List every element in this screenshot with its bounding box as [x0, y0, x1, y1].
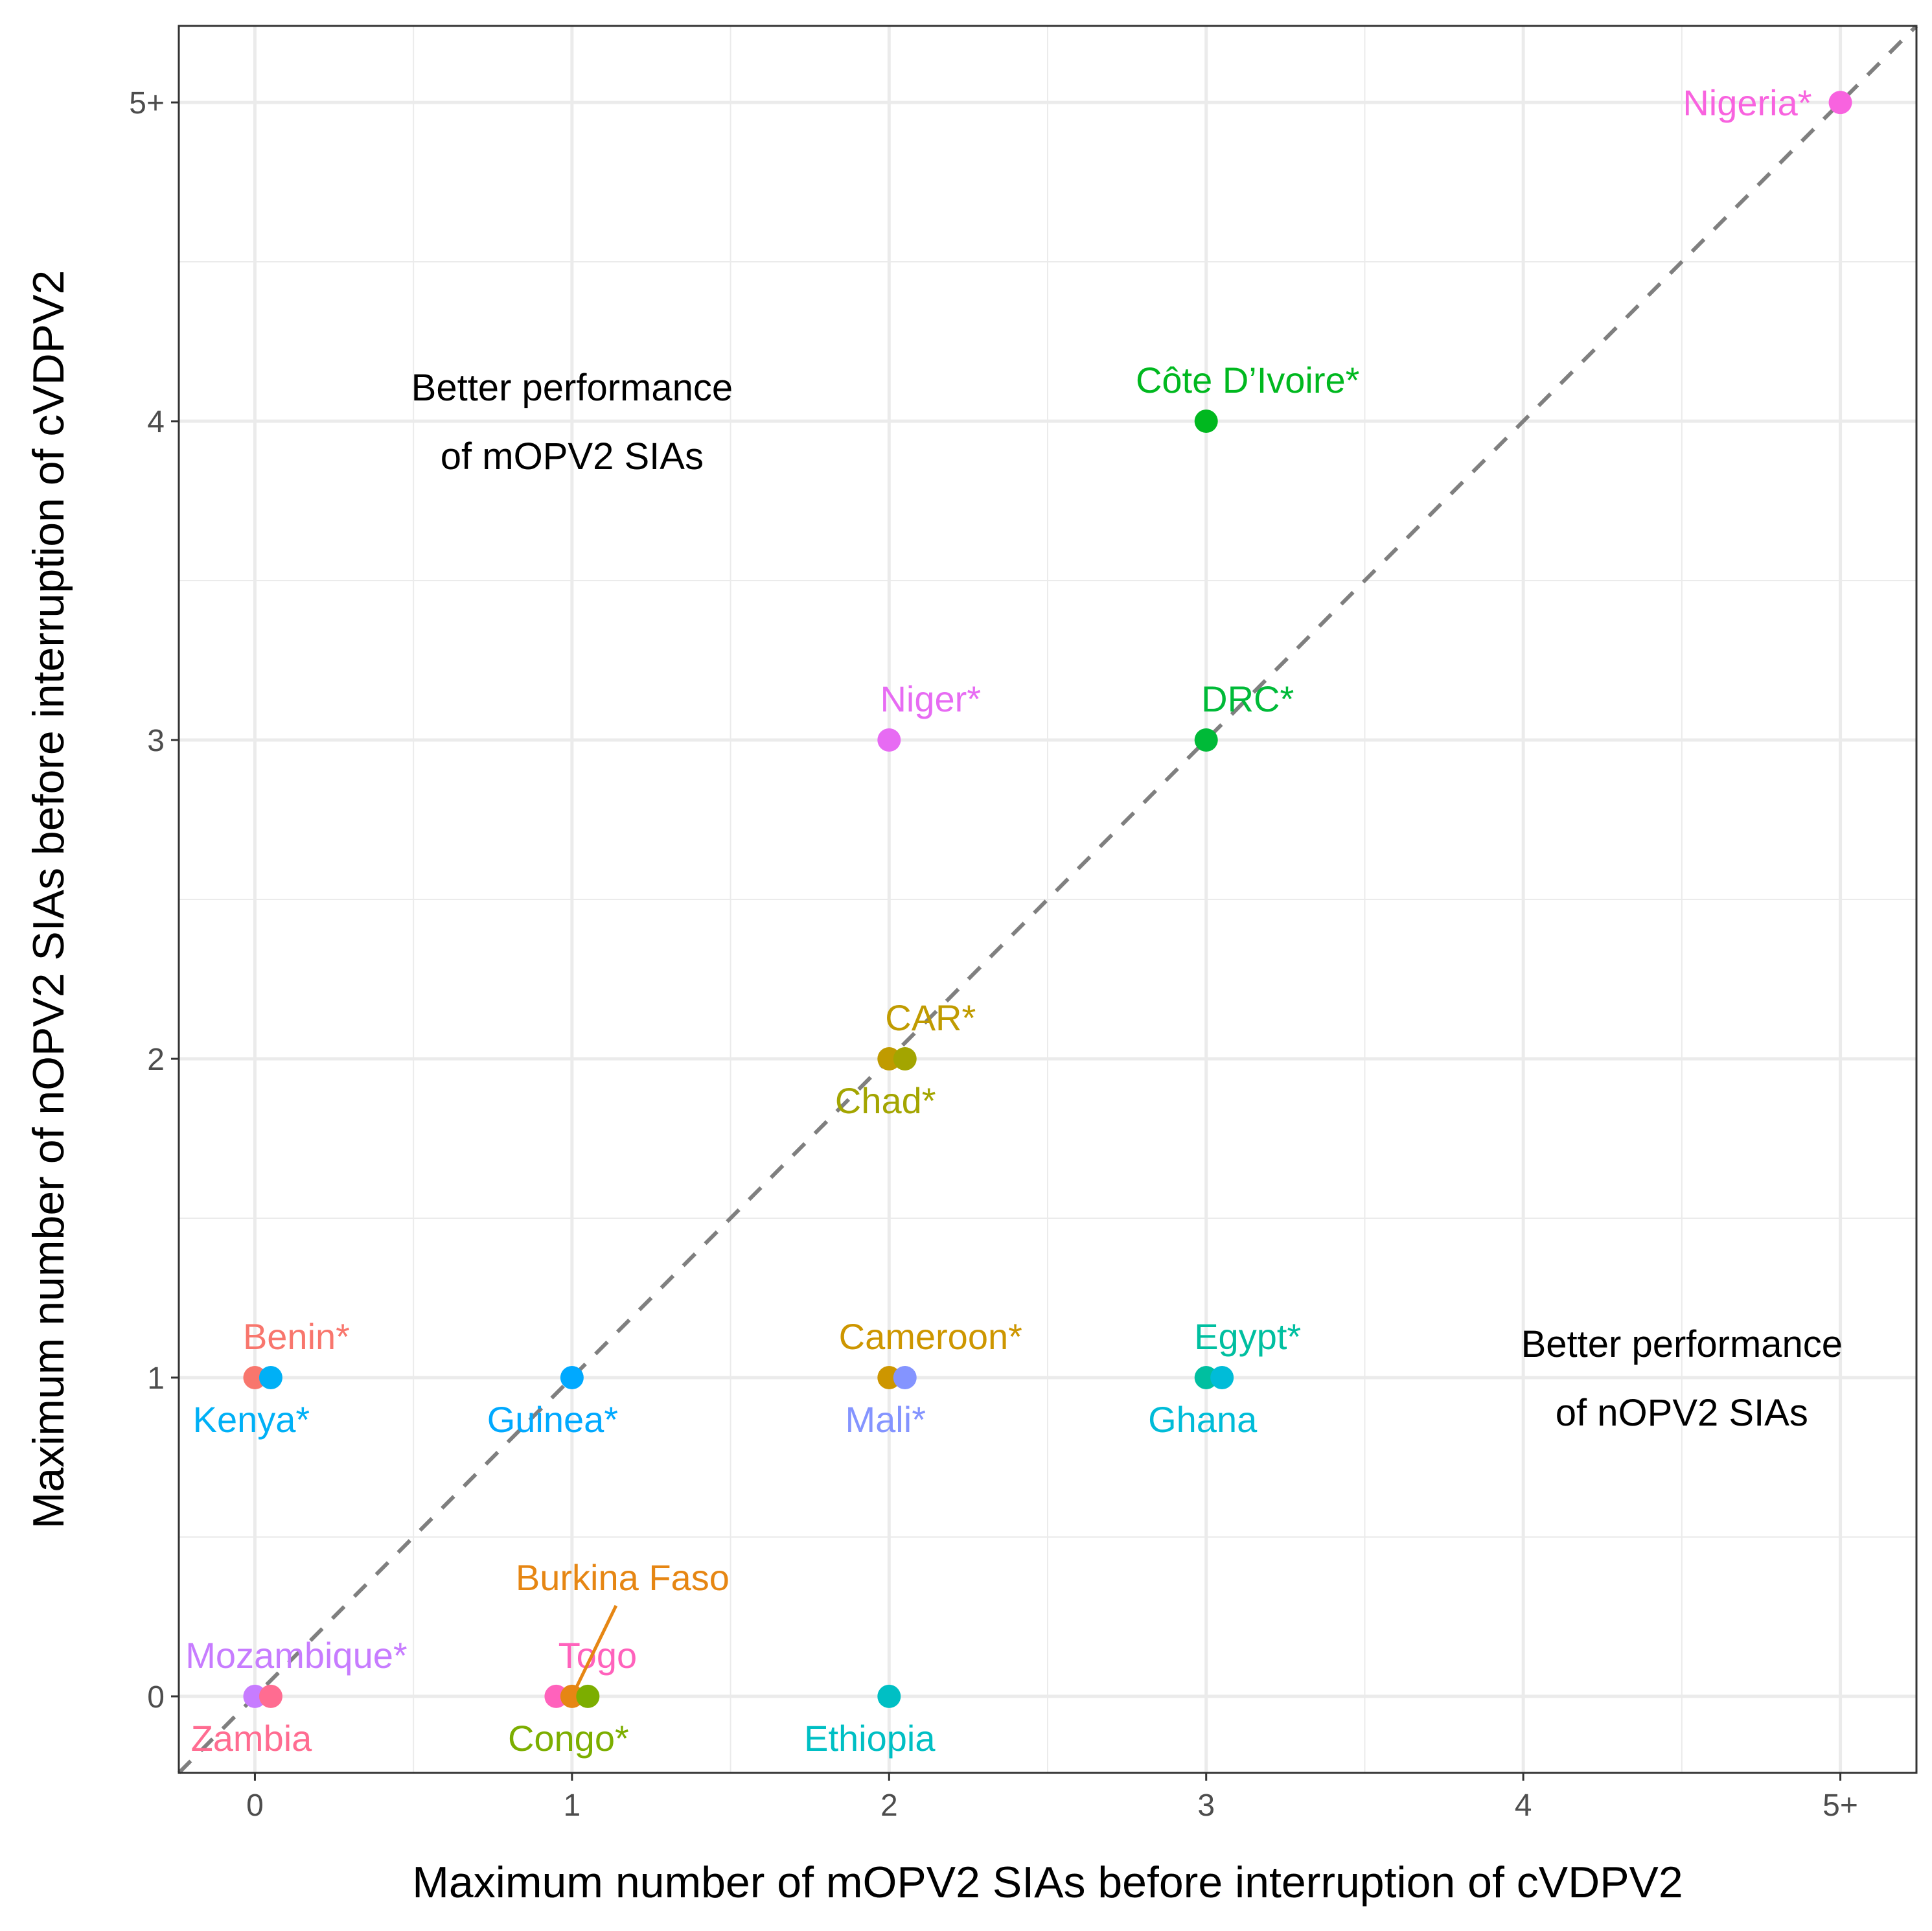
point-label: Congo* [508, 1718, 629, 1759]
annotation-line: Better performance [411, 367, 733, 409]
point-label: Côte D’Ivoire* [1136, 360, 1359, 400]
x-tick-label: 1 [564, 1788, 581, 1823]
axes: 0 1 2 3 4 5+ 0 1 2 3 4 5+ [129, 86, 1858, 1823]
reference-line [177, 24, 1918, 1775]
y-tick-label: 0 [147, 1680, 165, 1715]
point-label: Guinea* [487, 1399, 618, 1440]
data-point [1194, 410, 1218, 434]
y-tick-label: 3 [147, 724, 165, 758]
panel-border [178, 25, 1918, 1774]
point-label: Mozambique* [185, 1635, 407, 1676]
annotation-text: Better performance of mOPV2 SIAs [411, 367, 733, 478]
point-label: Nigeria* [1683, 82, 1811, 123]
data-point [877, 728, 901, 752]
point-label: Ghana [1148, 1399, 1258, 1440]
grid [179, 26, 1916, 1773]
data-point [1194, 728, 1218, 752]
y-tick-label: 1 [147, 1361, 165, 1396]
x-tick-label: 5+ [1823, 1788, 1858, 1823]
point-label: Zambia [191, 1718, 313, 1759]
data-point [893, 1046, 917, 1070]
point-label: Benin* [243, 1316, 350, 1357]
point-label: Ethiopia [804, 1718, 936, 1759]
data-point [1210, 1365, 1234, 1389]
data-point [877, 1684, 901, 1708]
point-label: Mali* [845, 1399, 926, 1440]
x-tick-label: 3 [1197, 1788, 1215, 1823]
label-leader-line [570, 1604, 618, 1698]
annotation-line: Better performance [1521, 1323, 1843, 1365]
point-label: Niger* [880, 678, 981, 719]
point-label: Cameroon* [839, 1316, 1022, 1357]
x-tick-label: 0 [246, 1788, 264, 1823]
data-point [560, 1365, 584, 1389]
x-tick-label: 4 [1515, 1788, 1532, 1823]
data-point [259, 1684, 282, 1708]
data-point [259, 1365, 282, 1389]
data-point [893, 1365, 917, 1389]
point-label: CAR* [885, 997, 976, 1038]
point-label: DRC* [1201, 678, 1294, 719]
point-label: Egypt* [1194, 1316, 1301, 1357]
y-tick-label: 5+ [129, 86, 165, 121]
y-tick-label: 2 [147, 1043, 165, 1077]
y-axis-title: Maximum number of nOPV2 SIAs before inte… [24, 270, 73, 1529]
point-label: Chad* [835, 1080, 936, 1121]
data-point [576, 1684, 600, 1708]
annotation-line: of nOPV2 SIAs [1556, 1392, 1808, 1434]
data-points [243, 91, 1852, 1708]
x-tick-label: 2 [880, 1788, 898, 1823]
y-tick-label: 4 [147, 405, 165, 439]
reference-line-group [177, 24, 1918, 1775]
point-label: Kenya* [193, 1399, 310, 1440]
annotation-text: Better performance of nOPV2 SIAs [1521, 1323, 1843, 1434]
annotation-line: of mOPV2 SIAs [441, 435, 704, 478]
x-axis-title: Maximum number of mOPV2 SIAs before inte… [412, 1858, 1683, 1907]
point-label: Burkina Faso [516, 1557, 730, 1598]
point-labels: Benin* Kenya* Guinea* Cameroon* Mali* Egypt* G… [185, 82, 1811, 1759]
data-point [1828, 91, 1852, 115]
